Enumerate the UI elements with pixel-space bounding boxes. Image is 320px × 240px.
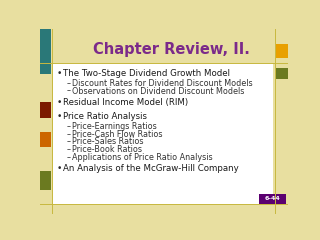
- Bar: [40, 102, 51, 118]
- Bar: [40, 132, 51, 147]
- Text: •: •: [57, 112, 62, 121]
- Bar: [276, 44, 288, 58]
- Text: The Two-Stage Dividend Growth Model: The Two-Stage Dividend Growth Model: [63, 69, 230, 78]
- Bar: [259, 194, 286, 204]
- Text: Price-Book Ratios: Price-Book Ratios: [72, 145, 142, 154]
- Text: Price-Cash Flow Ratios: Price-Cash Flow Ratios: [72, 130, 162, 139]
- Text: Price-Earnings Ratios: Price-Earnings Ratios: [72, 122, 156, 131]
- Text: Observations on Dividend Discount Models: Observations on Dividend Discount Models: [72, 87, 244, 96]
- Text: Residual Income Model (RIM): Residual Income Model (RIM): [63, 98, 188, 107]
- Text: –: –: [66, 130, 70, 139]
- Text: Applications of Price Ratio Analysis: Applications of Price Ratio Analysis: [72, 153, 212, 162]
- Text: 6-44: 6-44: [265, 196, 280, 201]
- Text: –: –: [66, 122, 70, 131]
- Text: An Analysis of the McGraw-Hill Company: An Analysis of the McGraw-Hill Company: [63, 164, 239, 173]
- Text: Price-Sales Ratios: Price-Sales Ratios: [72, 137, 143, 146]
- Text: –: –: [66, 137, 70, 146]
- Text: •: •: [57, 98, 62, 107]
- Text: •: •: [57, 69, 62, 78]
- Text: –: –: [66, 79, 70, 88]
- Text: Chapter Review, II.: Chapter Review, II.: [93, 42, 250, 57]
- Bar: [276, 68, 288, 79]
- Text: –: –: [66, 145, 70, 154]
- Text: •: •: [57, 164, 62, 173]
- Text: –: –: [66, 153, 70, 162]
- Text: Discount Rates for Dividend Discount Models: Discount Rates for Dividend Discount Mod…: [72, 79, 252, 88]
- Text: Price Ratio Analysis: Price Ratio Analysis: [63, 112, 147, 121]
- Text: –: –: [66, 87, 70, 96]
- Bar: [40, 29, 51, 71]
- Bar: [40, 50, 51, 74]
- Bar: [53, 64, 273, 204]
- Bar: [40, 171, 51, 190]
